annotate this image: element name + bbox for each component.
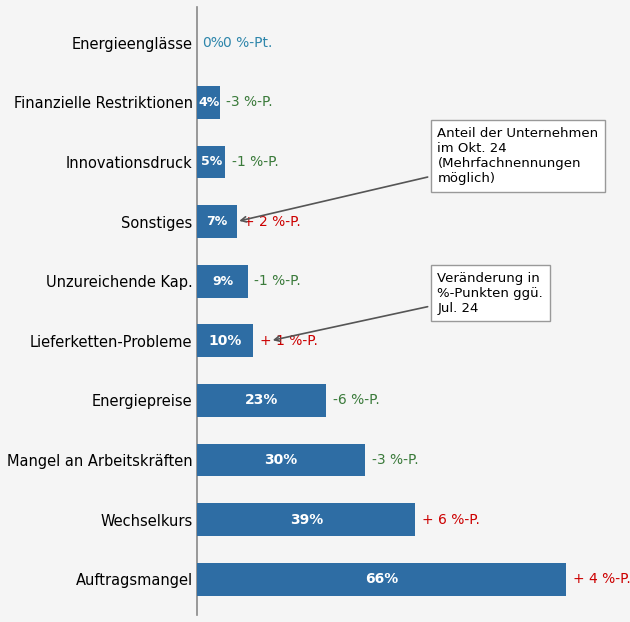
Text: -3 %-P.: -3 %-P. (372, 453, 418, 467)
Text: 10%: 10% (209, 334, 242, 348)
Text: 0 %-Pt.: 0 %-Pt. (222, 35, 272, 50)
Text: + 2 %-P.: + 2 %-P. (243, 215, 301, 228)
Bar (197, 265, 248, 297)
Bar (197, 384, 326, 417)
Text: + 6 %-P.: + 6 %-P. (422, 513, 479, 527)
Bar (197, 563, 566, 596)
Text: -3 %-P.: -3 %-P. (226, 95, 273, 109)
Text: -1 %-P.: -1 %-P. (255, 274, 301, 288)
Text: 5%: 5% (201, 156, 222, 169)
Bar (197, 503, 415, 536)
Text: 39%: 39% (290, 513, 323, 527)
Bar (197, 146, 226, 179)
Bar (197, 86, 220, 119)
Text: Veränderung in
%-Punkten ggü.
Jul. 24: Veränderung in %-Punkten ggü. Jul. 24 (275, 272, 543, 341)
Text: 7%: 7% (207, 215, 227, 228)
Text: 66%: 66% (365, 572, 398, 587)
Bar (197, 325, 253, 357)
Bar (197, 205, 236, 238)
Text: -6 %-P.: -6 %-P. (333, 394, 379, 407)
Bar (197, 443, 365, 476)
Text: 4%: 4% (198, 96, 219, 109)
Text: + 4 %-P.: + 4 %-P. (573, 572, 630, 587)
Text: -1 %-P.: -1 %-P. (232, 155, 279, 169)
Text: + 1 %-P.: + 1 %-P. (260, 334, 318, 348)
Text: 30%: 30% (265, 453, 298, 467)
Text: 0%: 0% (202, 35, 224, 50)
Text: Anteil der Unternehmen
im Okt. 24
(Mehrfachnennungen
möglich): Anteil der Unternehmen im Okt. 24 (Mehrf… (241, 127, 598, 222)
Text: 23%: 23% (245, 394, 278, 407)
Text: 9%: 9% (212, 275, 233, 288)
